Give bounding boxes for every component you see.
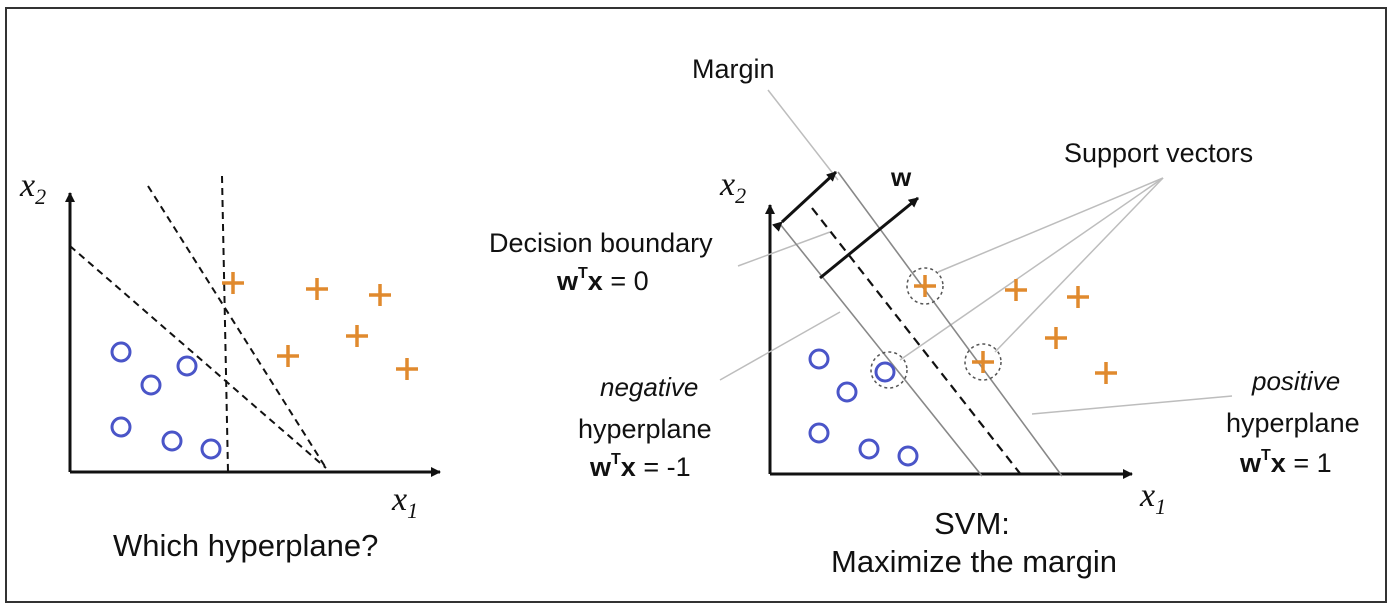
plus-point (1067, 286, 1089, 308)
margin-arrow (771, 170, 838, 232)
right-x-axis-label: x1 (1139, 477, 1166, 519)
right-plus-points (914, 275, 1117, 384)
negative-hyperplane-title: hyperplane (578, 414, 712, 444)
plus-point (222, 272, 244, 294)
plus-point (914, 275, 936, 297)
candidate-hyperplane-2 (147, 185, 327, 469)
figure-border (5, 7, 1387, 603)
circle-point (110, 416, 132, 438)
right-panel: x2 x1 Margin w Support vectors Decision … (489, 54, 1360, 579)
negative-hyperplane-equation: wTx = -1 (589, 451, 691, 482)
positive-hyperplane-qualifier: positive (1251, 366, 1340, 396)
circle-point (858, 438, 880, 460)
plus-point (306, 278, 328, 300)
circle-point (808, 348, 830, 370)
right-circle-points (808, 348, 919, 467)
w-label: w (890, 162, 912, 192)
left-x-axis-label: x1 (391, 481, 418, 523)
positive-hyperplane-title: hyperplane (1226, 408, 1360, 438)
left-panel: x2 x1 Which hyperplane? (19, 167, 441, 563)
negative-hyperplane-line (779, 223, 983, 477)
circle-point (836, 381, 858, 403)
positive-hyperplane-line (837, 171, 1063, 477)
support-vector-ring-2 (964, 343, 1002, 381)
negative-hyperplane-qualifier: negative (600, 372, 698, 402)
circle-point (874, 361, 896, 383)
right-y-axis-label: x2 (719, 166, 746, 208)
plus-point (1005, 279, 1027, 301)
decision-boundary-title: Decision boundary (489, 228, 713, 258)
support-vector-pointer-2 (899, 177, 1164, 361)
margin-label: Margin (692, 54, 775, 84)
left-plus-points (222, 272, 418, 380)
plus-point (1045, 327, 1067, 349)
left-circle-points (110, 341, 222, 460)
circle-point (161, 430, 183, 452)
circle-point (808, 422, 830, 444)
negative-hyperplane-pointer (719, 311, 841, 381)
plus-point (396, 358, 418, 380)
plus-point (277, 345, 299, 367)
circle-point (110, 341, 132, 363)
support-vector-pointer-1 (937, 177, 1164, 273)
right-caption-line1: SVM: (934, 506, 1010, 541)
support-vector-ring-1 (906, 267, 944, 305)
support-vector-pointer-3 (994, 177, 1164, 353)
decision-boundary-equation: wTx = 0 (556, 265, 649, 296)
plus-point (346, 325, 368, 347)
support-vectors-label: Support vectors (1064, 138, 1253, 168)
candidate-hyperplane-1 (69, 245, 327, 469)
support-vector-ring-3 (870, 351, 908, 389)
right-caption-line2: Maximize the margin (831, 544, 1117, 579)
plus-point (972, 351, 994, 373)
positive-hyperplane-pointer (1031, 395, 1233, 415)
circle-point (176, 355, 198, 377)
positive-hyperplane-equation: wTx = 1 (1239, 447, 1332, 478)
pointer-lines (719, 89, 1233, 415)
circle-point (200, 438, 222, 460)
plus-point (1095, 362, 1117, 384)
decision-boundary-line (811, 207, 1023, 477)
circle-point (140, 374, 162, 396)
left-caption: Which hyperplane? (113, 528, 378, 563)
w-vector-arrow (819, 196, 919, 280)
margin-pointer (767, 89, 839, 181)
candidate-hyperplane-3 (221, 175, 229, 473)
plus-point (369, 284, 391, 306)
circle-point (897, 445, 919, 467)
left-y-axis-label: x2 (19, 167, 46, 209)
decision-boundary-pointer (737, 231, 831, 267)
